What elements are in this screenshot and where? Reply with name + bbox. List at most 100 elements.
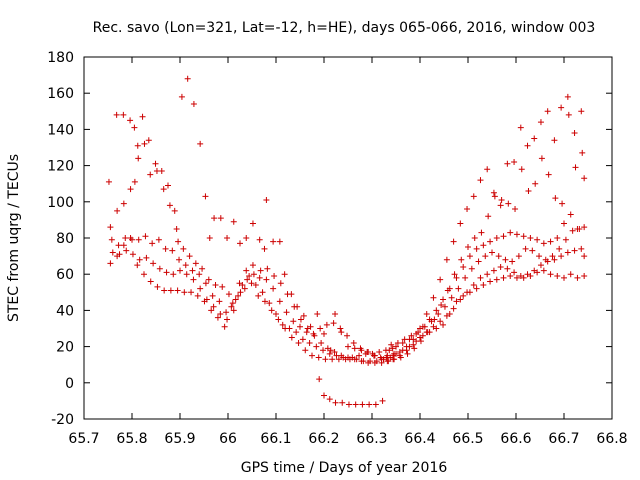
data-point bbox=[408, 332, 415, 339]
data-point bbox=[122, 235, 129, 241]
data-point bbox=[261, 245, 268, 252]
data-point bbox=[386, 347, 393, 354]
data-point bbox=[338, 352, 345, 359]
data-point bbox=[551, 137, 558, 144]
data-point bbox=[529, 247, 536, 254]
data-point bbox=[134, 262, 141, 269]
data-point bbox=[153, 168, 160, 175]
data-point bbox=[162, 245, 169, 252]
data-point bbox=[309, 352, 315, 359]
data-point bbox=[139, 113, 146, 120]
data-point bbox=[440, 321, 447, 328]
data-point bbox=[493, 235, 500, 241]
data-point bbox=[358, 358, 365, 365]
data-point bbox=[487, 238, 494, 245]
x-axis-title: GPS time / Days of year 2016 bbox=[241, 460, 448, 476]
data-point bbox=[396, 352, 403, 359]
data-point bbox=[197, 140, 204, 147]
data-point bbox=[477, 274, 484, 281]
data-point bbox=[491, 193, 498, 200]
data-point bbox=[318, 339, 325, 346]
data-point bbox=[241, 285, 248, 292]
data-point bbox=[450, 305, 457, 312]
data-point bbox=[335, 356, 342, 363]
data-point bbox=[466, 253, 473, 260]
x-tick-label: 66.4 bbox=[404, 431, 435, 447]
data-point bbox=[453, 298, 460, 305]
data-point bbox=[562, 236, 569, 243]
data-point bbox=[120, 242, 127, 249]
data-point bbox=[460, 263, 467, 270]
data-point bbox=[206, 235, 213, 241]
data-point bbox=[419, 332, 426, 339]
data-point bbox=[163, 269, 170, 276]
data-point bbox=[556, 245, 563, 252]
data-point bbox=[558, 253, 565, 260]
data-point bbox=[350, 339, 357, 346]
data-point bbox=[435, 311, 442, 318]
data-point bbox=[490, 267, 497, 274]
y-tick-label: -20 bbox=[51, 412, 74, 428]
data-point bbox=[441, 303, 448, 310]
data-point bbox=[581, 175, 588, 182]
data-point bbox=[282, 325, 289, 332]
data-point bbox=[512, 206, 519, 213]
data-point bbox=[511, 269, 518, 276]
data-point bbox=[448, 294, 455, 301]
data-point bbox=[453, 274, 460, 281]
data-point bbox=[304, 325, 311, 332]
data-point bbox=[565, 111, 572, 118]
data-point bbox=[221, 323, 228, 330]
data-point bbox=[271, 273, 278, 280]
data-point bbox=[141, 140, 148, 147]
data-point bbox=[135, 236, 142, 243]
data-point bbox=[576, 225, 583, 232]
data-point bbox=[169, 247, 176, 254]
data-point bbox=[315, 354, 322, 361]
data-point bbox=[263, 276, 270, 283]
data-point bbox=[197, 285, 204, 292]
data-point bbox=[190, 276, 197, 283]
data-point bbox=[173, 225, 180, 232]
data-point bbox=[464, 206, 471, 213]
data-point bbox=[379, 397, 386, 404]
data-point bbox=[182, 262, 189, 269]
data-point bbox=[366, 401, 373, 408]
data-point bbox=[321, 330, 327, 337]
data-point bbox=[581, 273, 588, 280]
data-point bbox=[401, 336, 408, 343]
data-point bbox=[224, 316, 231, 323]
data-point bbox=[136, 256, 143, 263]
data-point bbox=[480, 242, 487, 249]
data-point bbox=[567, 211, 574, 218]
data-point bbox=[493, 276, 500, 283]
data-point bbox=[517, 124, 524, 131]
data-point bbox=[349, 354, 356, 361]
data-point bbox=[171, 207, 178, 214]
data-point bbox=[413, 338, 420, 345]
data-point bbox=[581, 253, 588, 260]
data-point bbox=[326, 350, 333, 357]
data-point bbox=[202, 280, 209, 287]
data-point bbox=[299, 336, 306, 343]
data-point bbox=[507, 273, 514, 280]
data-point bbox=[152, 160, 159, 167]
data-point bbox=[261, 298, 268, 305]
data-point bbox=[288, 334, 295, 341]
data-point bbox=[468, 265, 475, 272]
data-point bbox=[131, 178, 138, 185]
data-point bbox=[175, 238, 182, 245]
data-point bbox=[520, 274, 527, 281]
data-point bbox=[290, 318, 297, 325]
data-point bbox=[156, 265, 163, 272]
data-point bbox=[551, 256, 558, 263]
y-axis-title: STEC from uqrg / TECUs bbox=[6, 154, 22, 322]
data-point bbox=[142, 233, 149, 240]
data-point bbox=[212, 282, 219, 289]
x-tick-label: 66.5 bbox=[452, 431, 483, 447]
data-point bbox=[316, 376, 323, 383]
data-point bbox=[537, 119, 544, 126]
data-point bbox=[411, 345, 418, 352]
data-point bbox=[236, 280, 243, 287]
data-point bbox=[423, 311, 430, 318]
